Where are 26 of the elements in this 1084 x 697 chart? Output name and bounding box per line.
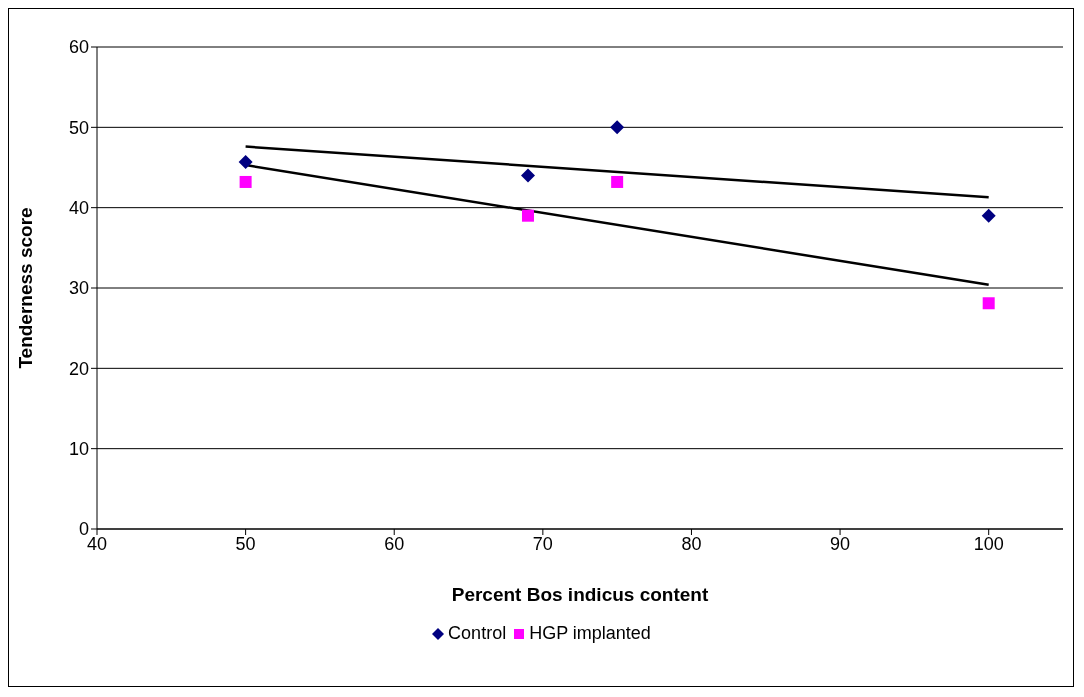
x-axis-title: Percent Bos indicus content: [451, 584, 709, 605]
point: [520, 168, 535, 183]
point: [610, 120, 625, 135]
x-tick-label: 70: [532, 533, 553, 554]
x-tick-label: 50: [235, 533, 256, 554]
point: [611, 175, 624, 188]
x-tick-label: 80: [681, 533, 702, 554]
y-tick-label: 60: [68, 37, 89, 58]
point: [239, 175, 252, 188]
x-tick-label: 40: [86, 533, 108, 554]
y-tick-label: 20: [68, 358, 89, 379]
point: [982, 297, 995, 310]
y-axis-title: Tenderness score: [14, 207, 36, 369]
y-tick-label: 30: [68, 278, 89, 299]
y-tick-label: 10: [68, 439, 89, 460]
y-tick-label: 0: [78, 519, 89, 540]
y-tick-label: 50: [68, 117, 89, 138]
legend-label: Control: [447, 623, 507, 644]
point: [238, 154, 253, 169]
x-tick-label: 90: [830, 533, 851, 554]
point: [521, 209, 534, 222]
point: [981, 208, 996, 223]
legend-label: HGP implanted: [528, 623, 651, 644]
x-tick-label: 100: [973, 533, 1004, 554]
y-tick-label: 40: [68, 198, 89, 219]
x-tick-label: 60: [384, 533, 405, 554]
